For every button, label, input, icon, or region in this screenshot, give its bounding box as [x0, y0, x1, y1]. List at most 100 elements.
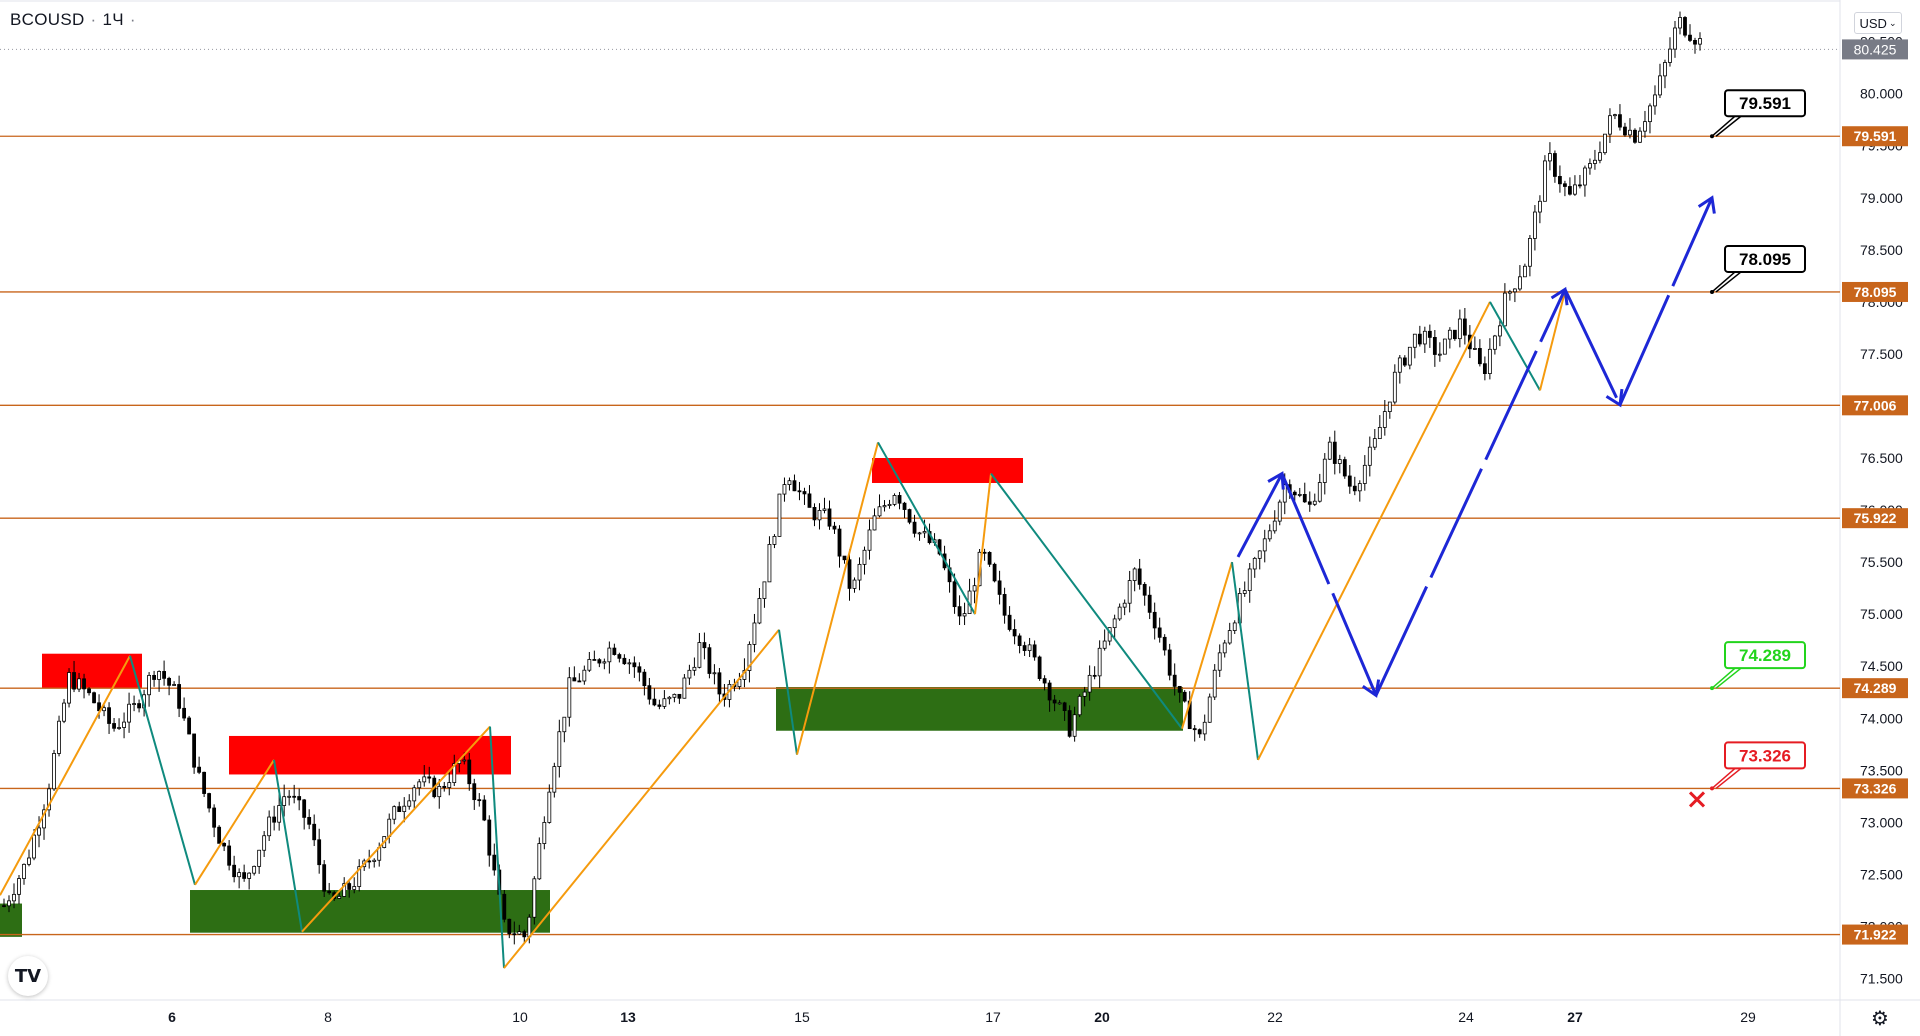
- candle-body: [1077, 695, 1082, 716]
- candle-body: [712, 672, 717, 675]
- candle-body: [1052, 699, 1057, 704]
- candle-body: [1517, 276, 1522, 290]
- candle-body: [1653, 94, 1657, 107]
- candle-body: [1673, 27, 1677, 50]
- candle-body: [1362, 464, 1367, 484]
- candle-body: [1322, 458, 1327, 483]
- swing-down-line: [1231, 561, 1259, 761]
- candle-body: [1593, 159, 1597, 164]
- candle-body: [1527, 238, 1532, 267]
- candle-body: [602, 661, 607, 664]
- candle-body: [97, 702, 101, 712]
- candle-body: [442, 785, 447, 788]
- candle-body: [1618, 114, 1622, 128]
- candle-body: [1162, 636, 1167, 651]
- candle-body: [372, 859, 377, 862]
- candle-body: [607, 647, 612, 663]
- candle-body: [907, 509, 912, 523]
- candle-body: [1342, 459, 1347, 477]
- callout-pointer: [1715, 271, 1742, 293]
- callout-anchor-dot: [1710, 686, 1714, 691]
- candle-body: [1452, 329, 1457, 340]
- candle-body: [1377, 427, 1382, 440]
- candle-body: [1487, 348, 1492, 375]
- candle-body: [992, 563, 997, 582]
- candle-body: [652, 698, 657, 706]
- candle-body: [1558, 176, 1562, 185]
- candle-body: [1663, 62, 1667, 77]
- candle-body: [1477, 348, 1482, 365]
- symbol-legend[interactable]: BCOUSD · 1Ч ·: [10, 10, 142, 30]
- candle-body: [1117, 606, 1122, 620]
- swing-down-line: [489, 726, 505, 969]
- candle-body: [792, 480, 797, 492]
- interval-label: 1Ч: [102, 10, 124, 29]
- candle-body: [882, 505, 887, 508]
- candle-body: [352, 886, 357, 890]
- candle-body: [802, 491, 807, 495]
- candle-body: [1668, 48, 1672, 63]
- candle-body: [1437, 353, 1442, 356]
- level-price-label: 71.922: [1854, 927, 1897, 943]
- swing-up-line: [301, 725, 491, 933]
- candle-body: [337, 896, 342, 899]
- x-tick-label: 6: [168, 1009, 176, 1025]
- candle-body: [1648, 105, 1652, 123]
- candle-body: [1277, 501, 1282, 522]
- candle-body: [1442, 338, 1447, 355]
- candle-body: [1097, 647, 1102, 677]
- candle-body: [672, 693, 677, 698]
- candle-body: [1462, 318, 1467, 336]
- candle-body: [917, 532, 922, 535]
- candle-body: [822, 508, 827, 511]
- candle-body: [1583, 167, 1587, 186]
- candle-body: [1578, 184, 1582, 187]
- candle-body: [877, 506, 882, 517]
- candle-body: [1157, 627, 1162, 638]
- candle-body: [1242, 590, 1247, 594]
- candle-body: [867, 529, 872, 551]
- candle-body: [1372, 438, 1377, 448]
- candle-body: [212, 807, 217, 828]
- candle-body: [2, 905, 6, 908]
- candle-body: [1037, 656, 1042, 679]
- candle-body: [1507, 291, 1512, 294]
- candle-body: [152, 674, 156, 680]
- candle-body: [1257, 550, 1262, 559]
- currency-dropdown[interactable]: USD ⌄: [1854, 12, 1902, 34]
- candle-body: [287, 795, 292, 798]
- candle-body: [222, 842, 227, 847]
- x-tick-label: 29: [1740, 1009, 1756, 1025]
- projection-arrowhead: [1605, 388, 1624, 408]
- candle-body: [297, 796, 302, 801]
- callout-pointer: [1711, 115, 1736, 137]
- candle-body: [197, 766, 202, 773]
- candle-body: [202, 771, 207, 794]
- candle-body: [1017, 635, 1022, 646]
- candle-body: [852, 579, 857, 589]
- candle-body: [687, 669, 692, 679]
- candle-body: [127, 703, 131, 723]
- candle-body: [1407, 346, 1412, 366]
- candle-body: [1447, 329, 1452, 340]
- separator-dot: ·: [129, 10, 136, 29]
- gear-icon[interactable]: ⚙: [1871, 1006, 1889, 1030]
- y-tick-label: 71.500: [1860, 971, 1903, 987]
- candle-body: [552, 766, 557, 793]
- callout-pointer: [1711, 767, 1736, 789]
- candle-body: [757, 598, 762, 624]
- candle-body: [707, 647, 712, 674]
- candle-body: [137, 703, 141, 709]
- candle-body: [1492, 335, 1497, 350]
- candle-body: [1007, 614, 1012, 630]
- candle-body: [1332, 441, 1337, 464]
- projection-arrowhead: [1267, 471, 1285, 490]
- level-price-label: 77.006: [1854, 397, 1897, 413]
- candle-body: [112, 723, 116, 729]
- supply-zone: [872, 458, 1023, 483]
- tradingview-logo-icon[interactable]: TV: [8, 956, 48, 996]
- candle-body: [522, 931, 527, 938]
- candle-body: [807, 493, 812, 508]
- candle-body: [1502, 292, 1507, 327]
